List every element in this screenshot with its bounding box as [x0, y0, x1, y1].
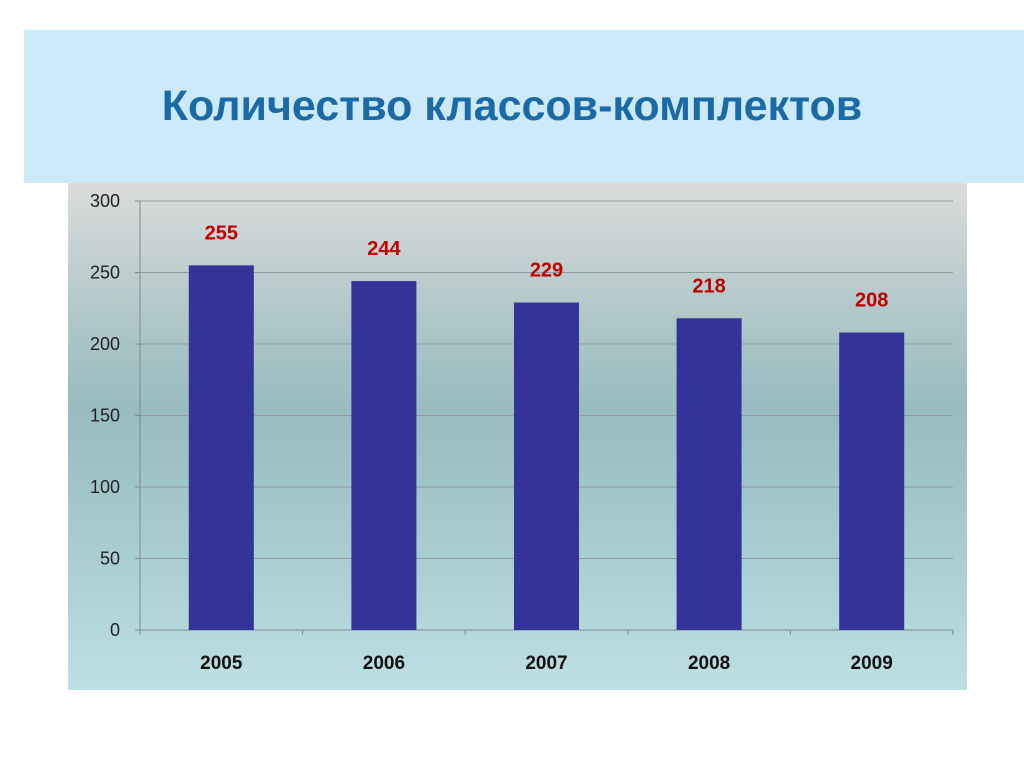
bar-2005 — [188, 265, 254, 630]
y-tick-label: 200 — [90, 334, 120, 354]
x-category-label: 2006 — [363, 653, 405, 674]
slide-title: Количество классов-комплектов — [161, 82, 863, 130]
x-category-label: 2008 — [688, 653, 730, 674]
y-tick-label: 100 — [90, 477, 120, 497]
chart-panel: 0 50 100 150 200 250 300 255 2005 244 2006 229 2007 2… — [68, 183, 967, 690]
labels: 0 50 100 150 200 250 300 255 2005 244 2006 229 2007 2… — [90, 191, 893, 674]
bar-2008 — [676, 318, 742, 630]
x-category-label: 2009 — [851, 653, 893, 674]
x-category-label: 2007 — [525, 653, 567, 674]
y-tick-label: 50 — [100, 549, 120, 569]
data-label-2008: 218 — [692, 275, 725, 297]
bar-2007 — [513, 302, 580, 630]
bar-2006 — [351, 281, 417, 630]
bar-chart: 0 50 100 150 200 250 300 255 2005 244 2006 229 2007 2… — [90, 191, 954, 674]
data-label-2007: 229 — [530, 260, 563, 282]
x-category-label: 2005 — [200, 653, 243, 674]
y-tick-label: 300 — [90, 191, 120, 211]
y-tick-label: 0 — [110, 620, 120, 640]
data-label-2006: 244 — [367, 238, 401, 260]
title-band — [24, 30, 1024, 183]
bars — [188, 265, 905, 630]
y-tick-label: 150 — [90, 406, 120, 426]
bar-2009 — [839, 332, 905, 630]
y-tick-label: 250 — [90, 263, 120, 283]
data-label-2009: 208 — [855, 290, 888, 312]
data-label-2005: 255 — [205, 222, 238, 244]
